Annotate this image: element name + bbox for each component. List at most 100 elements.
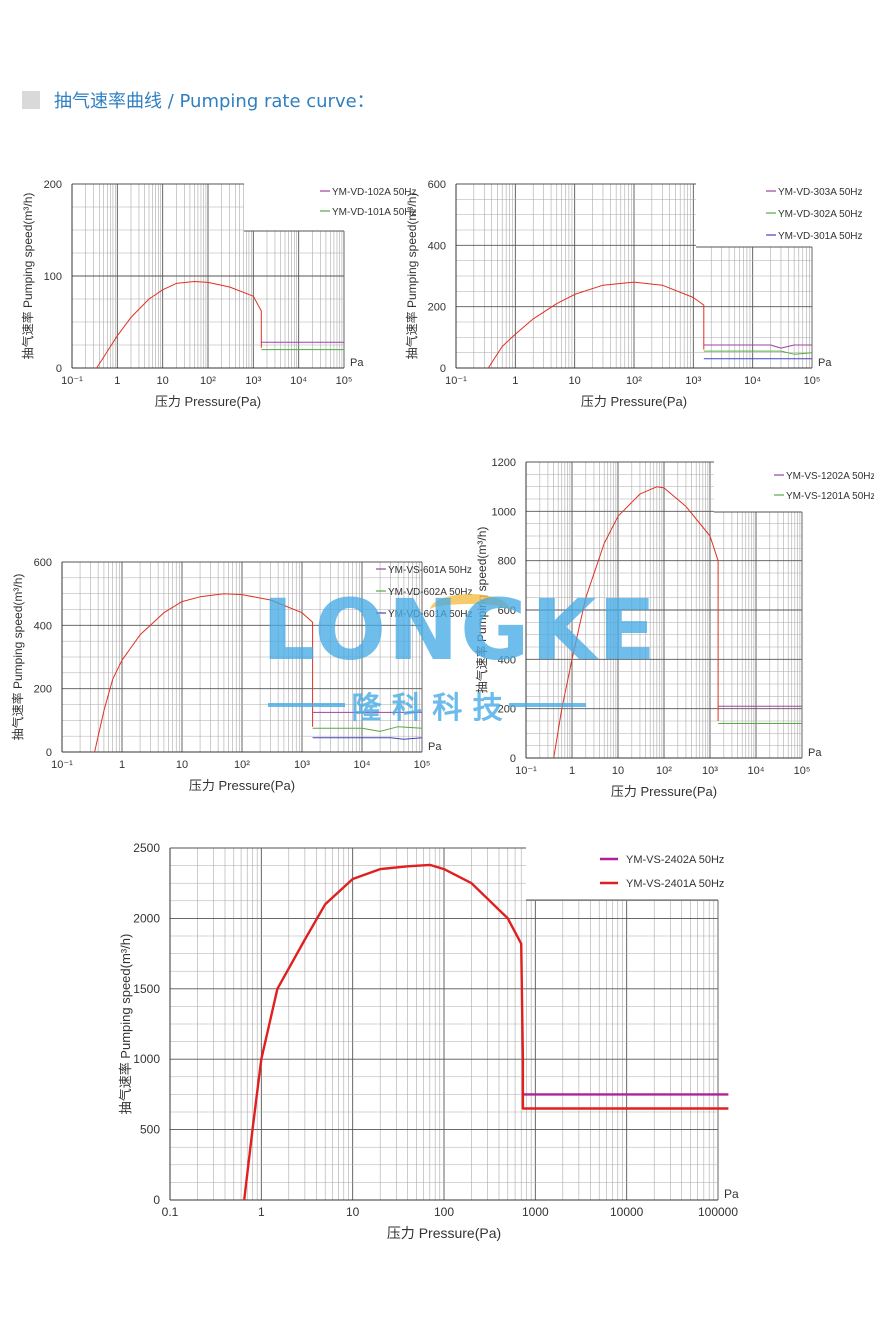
y-tick-label: 0 bbox=[46, 747, 52, 759]
y-axis-title: 抽气速率 Pumping speed(m³/h) bbox=[10, 574, 25, 741]
y-tick-label: 0 bbox=[153, 1193, 160, 1207]
legend-label: YM-VD-302A 50Hz bbox=[778, 209, 862, 220]
legend-label: YM-VS-601A 50Hz bbox=[388, 565, 472, 576]
y-tick-label: 400 bbox=[498, 654, 516, 666]
x-tick-label: 1 bbox=[258, 1205, 265, 1219]
series-line bbox=[703, 350, 813, 355]
y-tick-label: 1000 bbox=[492, 506, 516, 518]
x-tick-label: 0.1 bbox=[162, 1205, 179, 1219]
y-axis-title: 抽气速率 Pumping speed(m³/h) bbox=[474, 527, 489, 694]
legend-label: YM-VS-1201A 50Hz bbox=[786, 491, 874, 502]
y-tick-label: 1500 bbox=[133, 982, 160, 996]
x-tick-label: 10⁴ bbox=[748, 765, 765, 777]
y-tick-label: 1200 bbox=[492, 457, 516, 469]
pumping-chart-3: 0 200 400 600 10⁻¹ 1 10 10² 10³ 10⁴ 10⁵ Pa 压力 Pressu… bbox=[10, 557, 472, 793]
header-square-icon bbox=[22, 91, 40, 109]
pumping-chart-1: 0 100 200 10⁻¹ 1 10 10² 10³ 10⁴ 10⁵ Pa 压力 Pressure(… bbox=[20, 179, 416, 409]
series-line bbox=[553, 486, 719, 759]
y-tick-label: 200 bbox=[44, 179, 62, 191]
x-tick-label: 10 bbox=[612, 765, 624, 777]
x-unit-label: Pa bbox=[818, 357, 832, 369]
x-tick-label: 10³ bbox=[685, 375, 701, 387]
legend-label: YM-VD-301A 50Hz bbox=[778, 231, 862, 242]
legend-label: YM-VD-101A 50Hz bbox=[332, 207, 416, 218]
grid bbox=[71, 183, 345, 369]
x-tick-label: 10⁻¹ bbox=[445, 375, 467, 387]
y-tick-label: 600 bbox=[498, 605, 516, 617]
x-tick-label: 10² bbox=[234, 759, 250, 771]
y-tick-label: 800 bbox=[498, 556, 516, 568]
x-tick-label: 10⁴ bbox=[744, 375, 761, 387]
x-tick-label: 10⁻¹ bbox=[515, 765, 537, 777]
x-tick-label: 10³ bbox=[294, 759, 310, 771]
x-tick-label: 1000 bbox=[522, 1205, 549, 1219]
x-unit-label: Pa bbox=[808, 747, 822, 759]
x-unit-label: Pa bbox=[724, 1187, 739, 1201]
x-tick-label: 100000 bbox=[698, 1205, 738, 1219]
legend-label: YM-VD-601A 50Hz bbox=[388, 609, 472, 620]
grid bbox=[61, 561, 423, 753]
y-tick-label: 200 bbox=[428, 302, 446, 314]
y-tick-label: 500 bbox=[140, 1123, 160, 1137]
series-line bbox=[487, 281, 705, 369]
x-tick-label: 1 bbox=[114, 375, 120, 387]
legend-label: YM-VD-602A 50Hz bbox=[388, 587, 472, 598]
grid bbox=[525, 461, 803, 759]
x-unit-label: Pa bbox=[350, 357, 364, 369]
y-tick-label: 2000 bbox=[133, 911, 160, 925]
pumping-chart-2: 0 200 400 600 10⁻¹ 1 10 10² 10³ 10⁴ 10⁵ Pa 压力 Pressu… bbox=[404, 179, 862, 409]
y-axis-title: 抽气速率 Pumping speed(m³/h) bbox=[20, 193, 35, 360]
x-tick-label: 1 bbox=[512, 375, 518, 387]
x-axis-title: 压力 Pressure(Pa) bbox=[155, 394, 261, 409]
x-tick-label: 10³ bbox=[245, 375, 261, 387]
y-tick-label: 100 bbox=[44, 271, 62, 283]
series-line bbox=[96, 281, 262, 369]
y-tick-label: 0 bbox=[510, 753, 516, 765]
series-line bbox=[312, 737, 423, 740]
y-axis-title: 抽气速率 Pumping speed(m³/h) bbox=[404, 193, 419, 360]
x-tick-label: 10000 bbox=[610, 1205, 644, 1219]
x-axis-title: 压力 Pressure(Pa) bbox=[387, 1225, 501, 1241]
y-tick-label: 600 bbox=[428, 179, 446, 191]
series-line bbox=[703, 344, 812, 349]
x-tick-label: 1 bbox=[119, 759, 125, 771]
x-axis-title: 压力 Pressure(Pa) bbox=[581, 394, 687, 409]
x-tick-label: 10³ bbox=[702, 765, 718, 777]
x-tick-label: 10⁻¹ bbox=[51, 759, 73, 771]
y-tick-label: 400 bbox=[428, 240, 446, 252]
legend-label: YM-VD-102A 50Hz bbox=[332, 187, 416, 198]
pumping-chart-4: 0 200 400 600 800 1000 1200 10⁻¹ 1 10 10² 10³ 10⁴ 10⁵… bbox=[474, 457, 874, 799]
x-tick-label: 10⁻¹ bbox=[61, 375, 83, 387]
x-tick-label: 10 bbox=[176, 759, 188, 771]
x-tick-label: 10⁴ bbox=[354, 759, 371, 771]
y-tick-label: 0 bbox=[440, 363, 446, 375]
y-tick-label: 400 bbox=[34, 620, 52, 632]
x-tick-label: 1 bbox=[569, 765, 575, 777]
y-tick-label: 0 bbox=[56, 363, 62, 375]
y-axis-title: 抽气速率 Pumping speed(m³/h) bbox=[118, 934, 133, 1115]
legend-label: YM-VS-2402A 50Hz bbox=[626, 854, 724, 866]
legend: YM-VD-303A 50Hz YM-VD-302A 50Hz YM-VD-301A… bbox=[766, 187, 862, 242]
legend: YM-VS-601A 50Hz YM-VD-602A 50Hz YM-VD-601A… bbox=[376, 565, 472, 620]
y-tick-label: 2500 bbox=[133, 841, 160, 855]
x-tick-label: 100 bbox=[434, 1205, 454, 1219]
x-unit-label: Pa bbox=[428, 741, 442, 753]
y-tick-label: 200 bbox=[34, 684, 52, 696]
x-tick-label: 10⁵ bbox=[804, 375, 821, 387]
section-header: 抽气速率曲线 / Pumping rate curve： bbox=[22, 88, 375, 112]
x-tick-label: 10⁵ bbox=[794, 765, 811, 777]
x-axis-title: 压力 Pressure(Pa) bbox=[611, 784, 717, 799]
y-tick-label: 1000 bbox=[133, 1052, 160, 1066]
y-tick-label: 600 bbox=[34, 557, 52, 569]
x-tick-label: 10² bbox=[656, 765, 672, 777]
x-tick-label: 10⁵ bbox=[336, 375, 353, 387]
x-tick-label: 10² bbox=[200, 375, 216, 387]
pumping-chart-5: 0 500 1000 1500 2000 2500 0.1 1 10 100 1000 10000 10… bbox=[118, 841, 739, 1241]
legend-label: YM-VS-2401A 50Hz bbox=[626, 878, 724, 890]
legend: YM-VS-1202A 50Hz YM-VS-1201A 50Hz bbox=[774, 471, 874, 502]
x-tick-label: 10⁴ bbox=[290, 375, 307, 387]
x-tick-label: 10 bbox=[157, 375, 169, 387]
x-tick-label: 10⁵ bbox=[414, 759, 431, 771]
x-tick-label: 10² bbox=[626, 375, 642, 387]
legend-label: YM-VS-1202A 50Hz bbox=[786, 471, 874, 482]
